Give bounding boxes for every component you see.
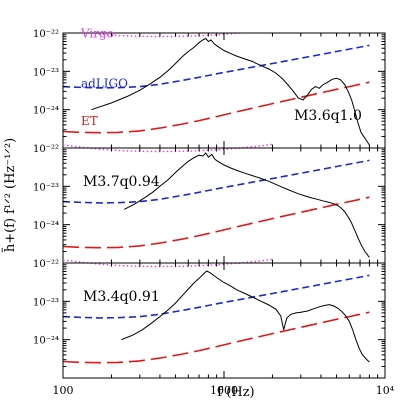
panel-1-curves <box>63 33 370 146</box>
panel-3-y-tick-label: 10⁻²⁴ <box>33 336 59 347</box>
adligo-detector-label: adLIGO <box>81 77 128 91</box>
panel-1-y-tick-label: 10⁻²⁴ <box>33 106 59 117</box>
panel-3-y-tick-label: 10⁻²² <box>33 259 59 270</box>
x-tick-label: 10⁴ <box>376 384 395 397</box>
panel-1-signal-curve <box>91 37 370 146</box>
panel-2-y-tick-label: 10⁻²² <box>33 144 59 155</box>
panel-2-y-tick-label: 10⁻²⁴ <box>33 221 59 232</box>
et-detector-label: ET <box>81 114 98 128</box>
panel-3-frame <box>62 262 386 379</box>
panel-1-y-tick-label: 10⁻²² <box>33 29 59 40</box>
panel-1-adligo-curve <box>63 44 370 89</box>
panel-2-y-tick-label: 10⁻²³ <box>33 182 59 193</box>
panel-3-curves <box>63 258 370 364</box>
x-axis-label: f (Hz) <box>217 385 254 400</box>
panel-3-adligo-curve <box>63 274 370 319</box>
x-tick-label: 1000 <box>210 384 238 397</box>
panel-2-label: M3.7q0.94 <box>83 174 160 190</box>
panel-2-curves <box>63 143 370 258</box>
panel-2-signal-curve <box>123 152 370 258</box>
panel-2-et-curve <box>63 196 370 249</box>
panel-3-y-tick-label: 10⁻²³ <box>33 297 59 308</box>
panel-1-y-tick-label: 10⁻²³ <box>33 67 59 78</box>
panel-2-adligo-curve <box>63 159 370 204</box>
panel-3-signal-curve <box>121 270 370 363</box>
virgo-detector-label: Virgo <box>80 27 114 41</box>
x-tick-label: 100 <box>53 384 74 397</box>
panel-1-virgo-curve <box>82 33 248 38</box>
y-axis-label: h̃+(f) f¹ᐟ² (Hz⁻¹ᐟ²) <box>1 138 18 253</box>
panel-3-label: M3.4q0.91 <box>83 289 160 305</box>
panel-3-et-curve <box>63 311 370 364</box>
panel-1-et-curve <box>63 81 370 134</box>
panel-1-label: M3.6q1.0 <box>294 108 362 124</box>
